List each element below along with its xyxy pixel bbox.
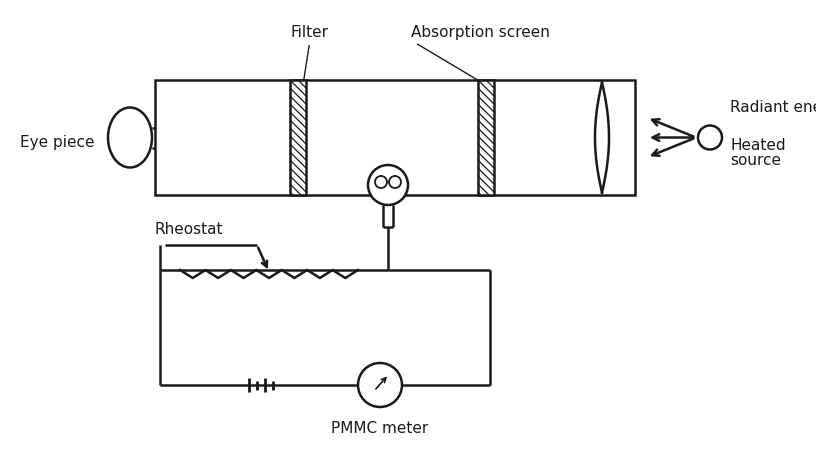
Ellipse shape [108, 107, 152, 168]
Text: Filter: Filter [291, 25, 329, 82]
Circle shape [368, 165, 408, 205]
Text: Eye piece: Eye piece [20, 135, 95, 150]
Circle shape [358, 363, 402, 407]
Text: PMMC meter: PMMC meter [331, 421, 428, 436]
Text: Absorption screen: Absorption screen [410, 25, 549, 84]
Text: Heated: Heated [730, 138, 786, 153]
Bar [155, 80, 635, 195]
Text: source: source [730, 153, 781, 168]
Text: Rheostat: Rheostat [155, 222, 224, 237]
Circle shape [698, 125, 722, 150]
Text: Radiant energy: Radiant energy [730, 100, 816, 115]
Bar [290, 80, 306, 195]
Bar [478, 80, 494, 195]
